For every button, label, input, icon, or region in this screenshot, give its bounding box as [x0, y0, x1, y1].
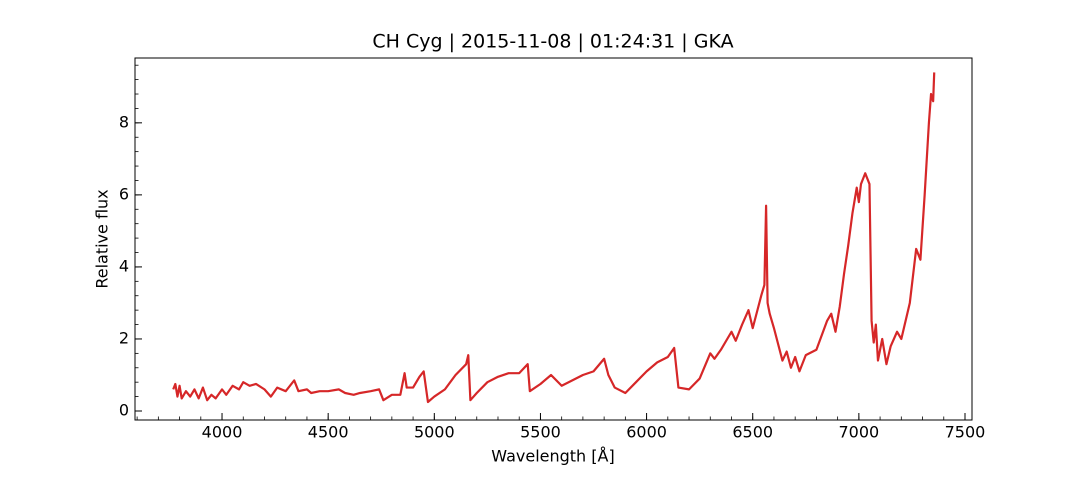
- x-axis-label: Wavelength [Å]: [491, 447, 614, 466]
- y-axis-label: Relative flux: [93, 189, 112, 288]
- y-tick-label: 4: [119, 256, 129, 275]
- y-tick-label: 0: [119, 400, 129, 419]
- spectrum-line: [172, 72, 936, 404]
- y-tick-label: 8: [119, 112, 129, 131]
- x-tick-label: 5500: [520, 423, 561, 442]
- y-tick-label: 2: [119, 328, 129, 347]
- plot-frame: [134, 57, 973, 421]
- x-tick-label: 4000: [202, 423, 243, 442]
- x-tick-label: 4500: [308, 423, 349, 442]
- chart-title: CH Cyg | 2015-11-08 | 01:24:31 | GKA: [372, 31, 733, 53]
- x-tick-label: 6000: [626, 423, 667, 442]
- x-tick-label: 7500: [945, 423, 986, 442]
- y-tick-label: 6: [119, 184, 129, 203]
- x-tick-label: 7000: [838, 423, 879, 442]
- x-tick-label: 5000: [414, 423, 455, 442]
- x-tick-label: 6500: [732, 423, 773, 442]
